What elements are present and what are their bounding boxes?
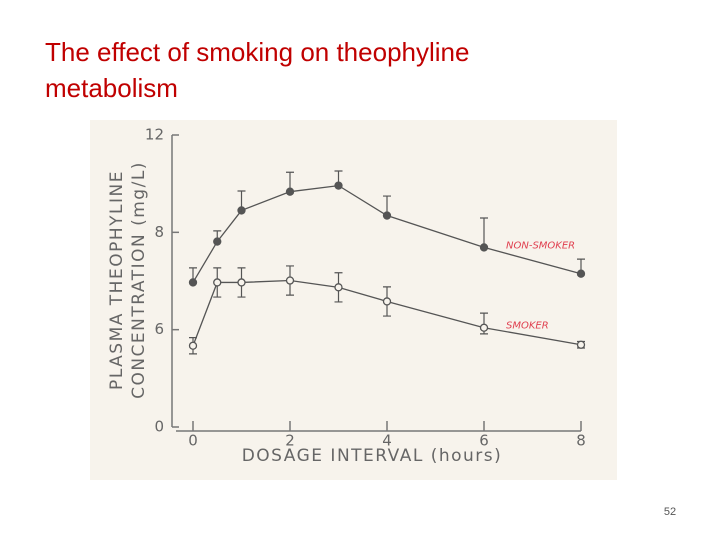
x-tick-label: 4 xyxy=(382,432,392,450)
y-axis-label: CONCENTRATION (mg/L) xyxy=(129,161,149,399)
data-point xyxy=(382,211,392,220)
data-point xyxy=(285,276,295,285)
page-number: 52 xyxy=(663,506,677,518)
series-label: SMOKER xyxy=(506,321,549,332)
data-point xyxy=(479,243,489,252)
data-point xyxy=(479,323,489,332)
x-tick-label: 8 xyxy=(576,432,586,450)
data-point xyxy=(213,278,222,287)
y-tick-label: 6 xyxy=(154,320,164,338)
y-axis-label: PLASMA THEOPHYLINE xyxy=(107,170,127,390)
x-tick-label: 6 xyxy=(479,432,489,450)
data-point xyxy=(237,206,246,215)
data-point xyxy=(576,269,586,278)
y-tick-label: 12 xyxy=(145,126,164,144)
chart-background xyxy=(90,120,617,480)
error-bar xyxy=(480,217,488,248)
data-point xyxy=(237,278,246,287)
data-point xyxy=(188,341,198,350)
y-tick-label: 8 xyxy=(154,223,164,241)
series-line xyxy=(192,184,582,283)
x-tick-label: 2 xyxy=(285,432,295,450)
data-point xyxy=(334,181,343,190)
title-line: metabolism xyxy=(45,73,178,103)
y-tick-label: 0 xyxy=(154,418,164,436)
x-axis-label: DOSAGE INTERVAL (hours) xyxy=(242,446,503,466)
series-label: NON-SMOKER xyxy=(506,240,575,251)
data-point xyxy=(285,187,295,196)
data-point xyxy=(576,340,586,349)
data-point xyxy=(188,278,198,287)
data-point xyxy=(213,237,222,246)
slide-title: The effect of smoking on theophyline meta… xyxy=(45,34,685,106)
x-tick-label: 0 xyxy=(188,432,198,450)
data-point xyxy=(382,297,392,306)
title-line: The effect of smoking on theophyline xyxy=(45,37,470,67)
data-point xyxy=(334,283,343,292)
